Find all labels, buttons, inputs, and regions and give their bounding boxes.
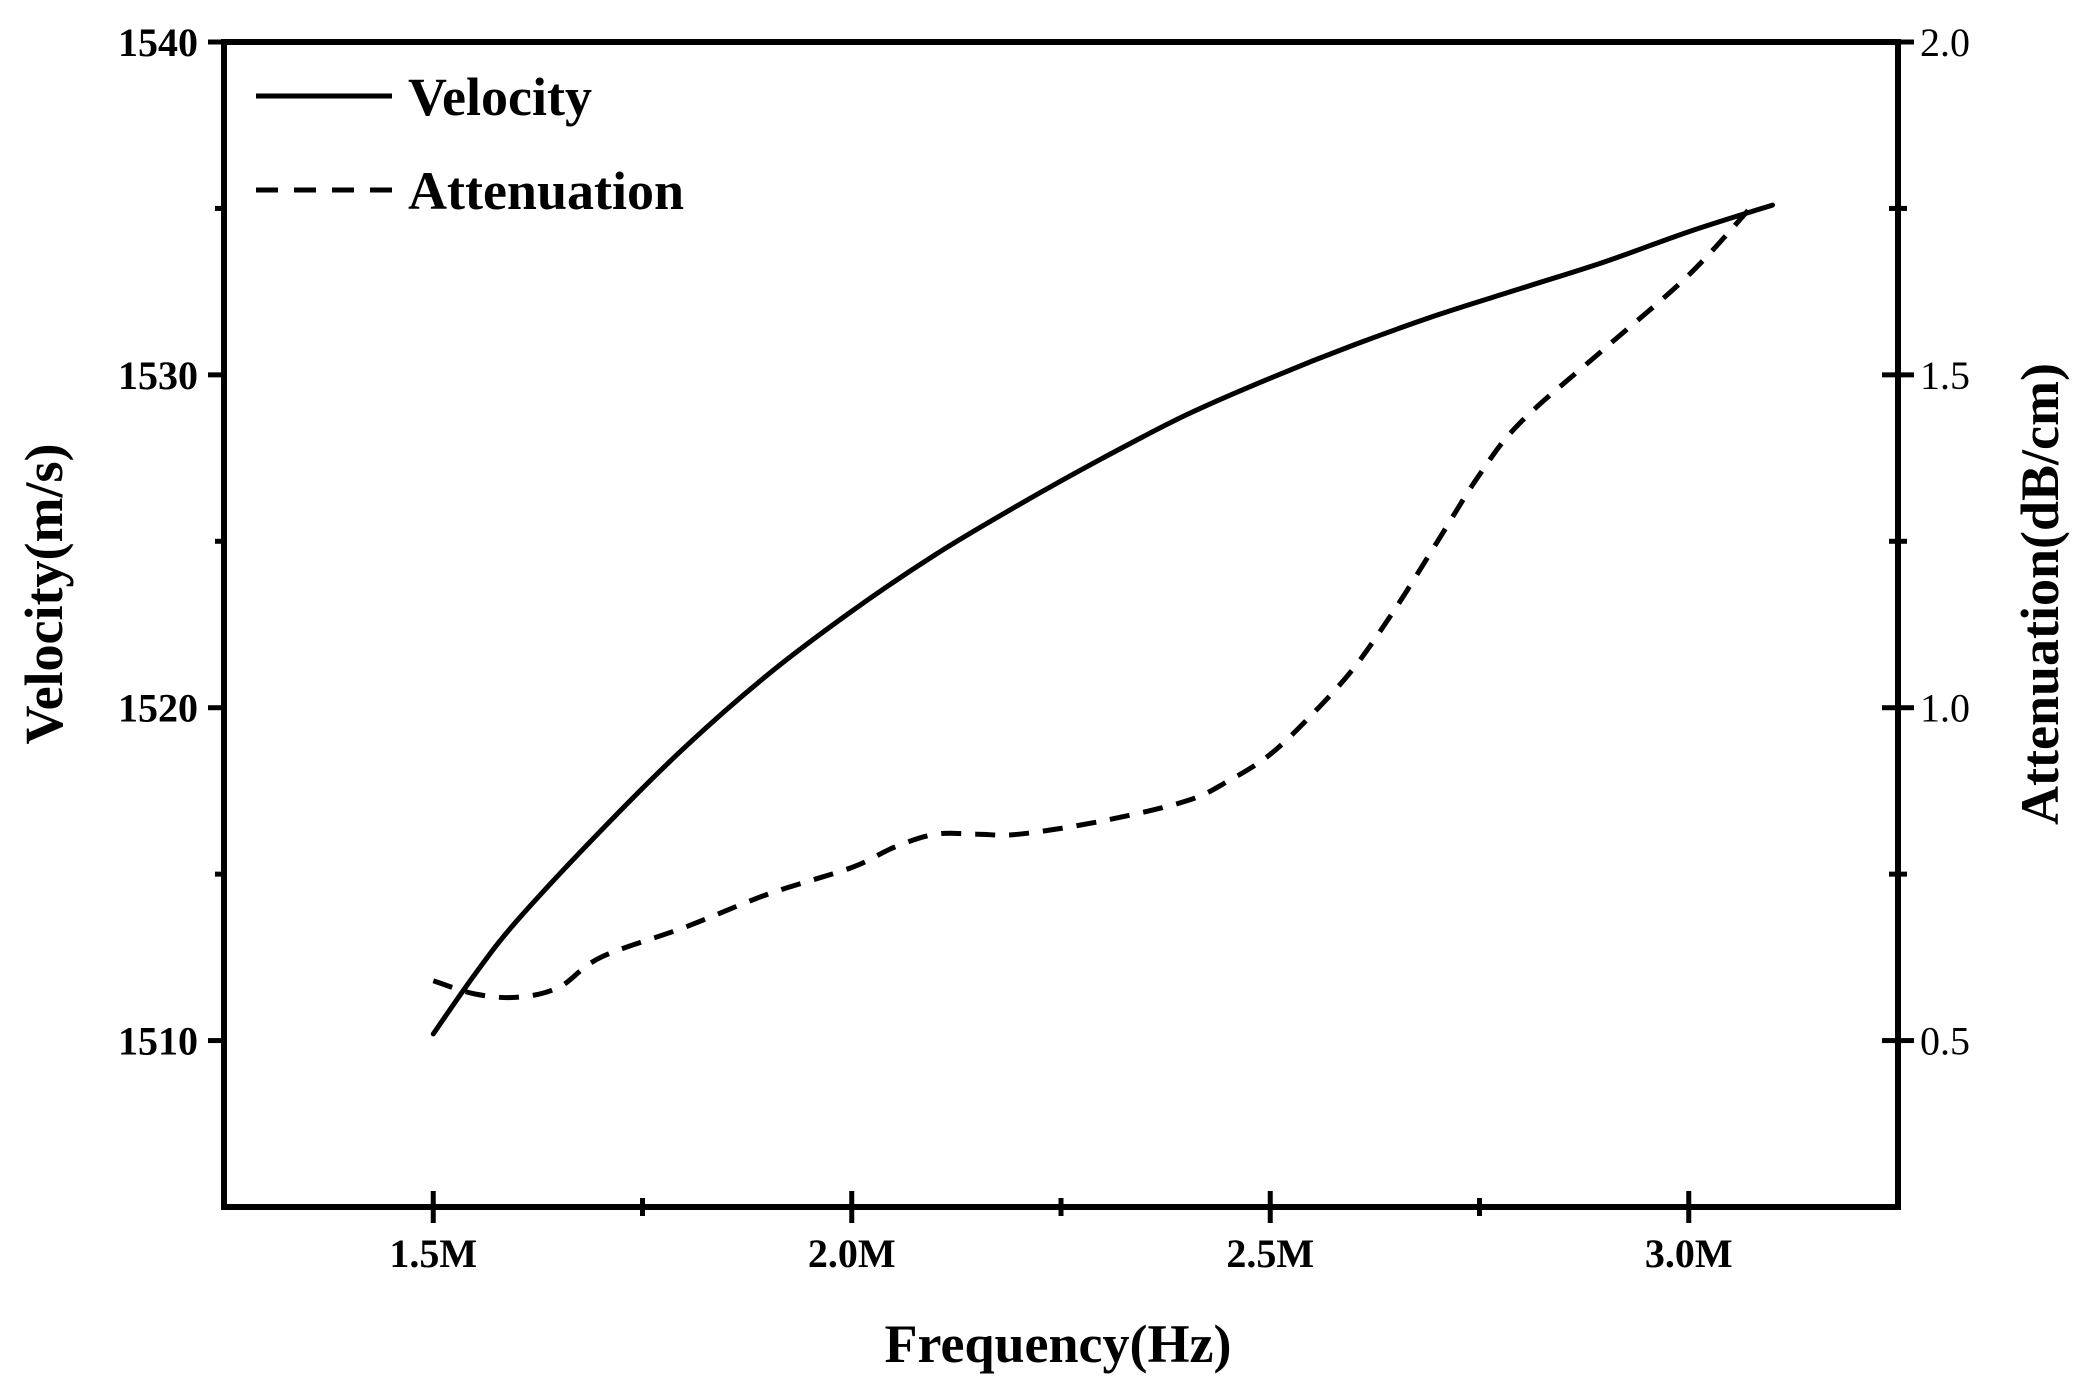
y2-tick-label: 2.0 — [1920, 20, 1970, 65]
x-tick-label: 1.5M — [389, 1231, 477, 1276]
series-line-attenuation — [432, 200, 1758, 1001]
x-axis-title: Frequency(Hz) — [885, 1314, 1232, 1374]
legend-attenuation-label: Attenuation — [408, 161, 684, 221]
y2-tick-label: 1.5 — [1920, 353, 1970, 398]
series-layer — [430, 200, 1775, 1037]
x-tick-label: 3.0M — [1645, 1231, 1733, 1276]
y2-tick-label: 0.5 — [1920, 1019, 1970, 1064]
y-tick-label: 1540 — [118, 20, 198, 65]
legend-velocity-label: Velocity — [408, 67, 592, 127]
y-tick-label: 1510 — [118, 1019, 198, 1064]
x-tick-label: 2.5M — [1226, 1231, 1314, 1276]
tick-labels: 1.5M 2.0M 2.5M 3.0M 1510 1520 1530 1540 0.5 1.0 1.… — [118, 20, 1970, 1276]
legend: Velocity Attenuation — [256, 67, 684, 221]
y2-tick-label: 1.0 — [1920, 686, 1970, 731]
axis-ticks — [208, 39, 1914, 1223]
y-tick-label: 1530 — [118, 353, 198, 398]
x-tick-label: 2.0M — [808, 1231, 896, 1276]
series-line-velocity — [430, 202, 1775, 1037]
y-axis-title: Velocity(m/s) — [14, 444, 74, 745]
y2-axis-title: Attenuation(dB/cm) — [2010, 363, 2070, 825]
y-tick-label: 1520 — [118, 686, 198, 731]
